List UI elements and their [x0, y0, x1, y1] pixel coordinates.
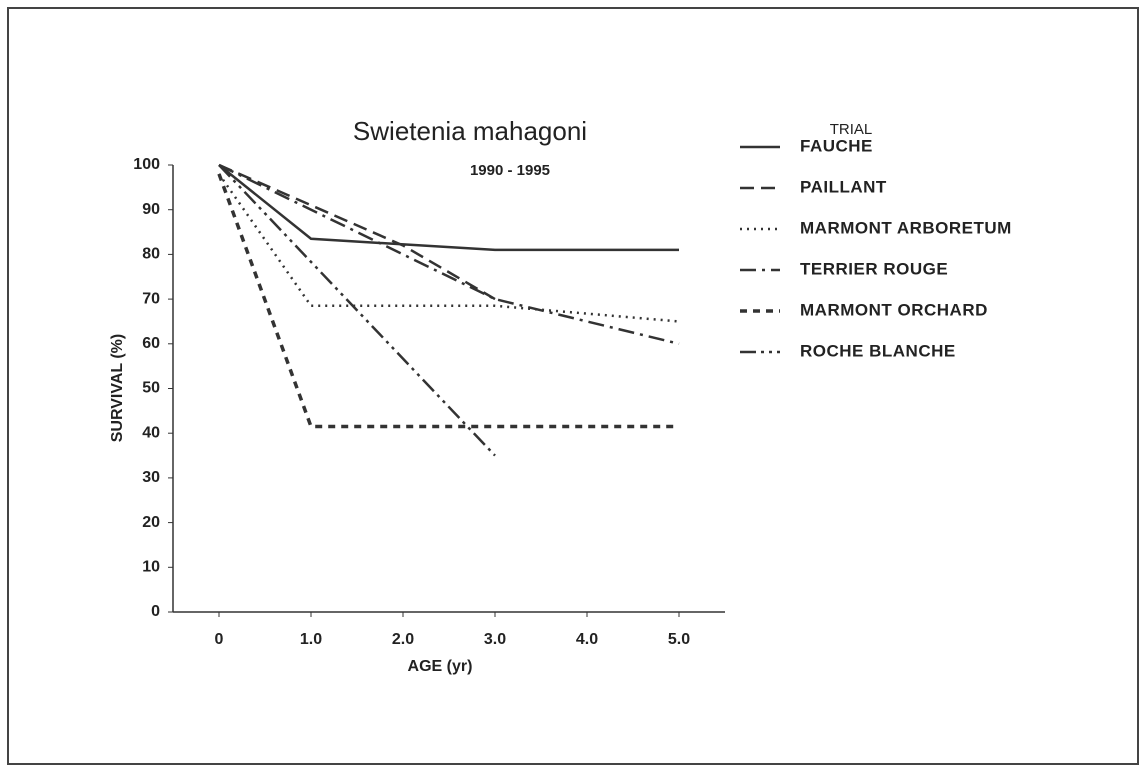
frame [7, 7, 1139, 765]
series-line [218, 163, 496, 301]
x-tick-label: 2.0 [392, 631, 414, 648]
chart-title: Swietenia mahagoni [353, 116, 587, 146]
x-tick-label: 5.0 [668, 631, 690, 648]
legend-label: ROCHE BLANCHE [800, 341, 956, 360]
x-tick-label: 1.0 [300, 631, 322, 648]
y-tick-label: 80 [142, 246, 160, 263]
y-tick-label: 50 [142, 380, 160, 397]
y-tick-label: 30 [142, 469, 160, 486]
x-axis-label: AGE (yr) [408, 658, 473, 675]
x-tick-label: 4.0 [576, 631, 598, 648]
y-tick-label: 0 [151, 603, 160, 620]
y-tick-label: 90 [142, 201, 160, 218]
x-tick-label: 0 [215, 631, 224, 648]
legend-label: FAUCHE [800, 136, 873, 155]
x-tick-label: 3.0 [484, 631, 506, 648]
chart-subtitle: 1990 - 1995 [470, 162, 550, 179]
legend-label: PAILLANT [800, 177, 887, 196]
y-tick-label: 10 [142, 559, 160, 576]
series-line [218, 164, 496, 457]
legend-label: MARMONT ORCHARD [800, 300, 988, 319]
y-tick-label: 20 [142, 514, 160, 531]
y-tick-label: 100 [133, 156, 160, 173]
y-tick-label: 70 [142, 290, 160, 307]
series-line [218, 163, 680, 346]
series-line [217, 173, 680, 323]
legend-label: MARMONT ARBORETUM [800, 218, 1012, 237]
y-tick-label: 60 [142, 335, 160, 352]
legend-title: TRIAL [830, 121, 873, 138]
y-tick-label: 40 [142, 424, 160, 441]
y-axis-label: SURVIVAL (%) [109, 334, 126, 442]
legend-label: TERRIER ROUGE [800, 259, 948, 278]
